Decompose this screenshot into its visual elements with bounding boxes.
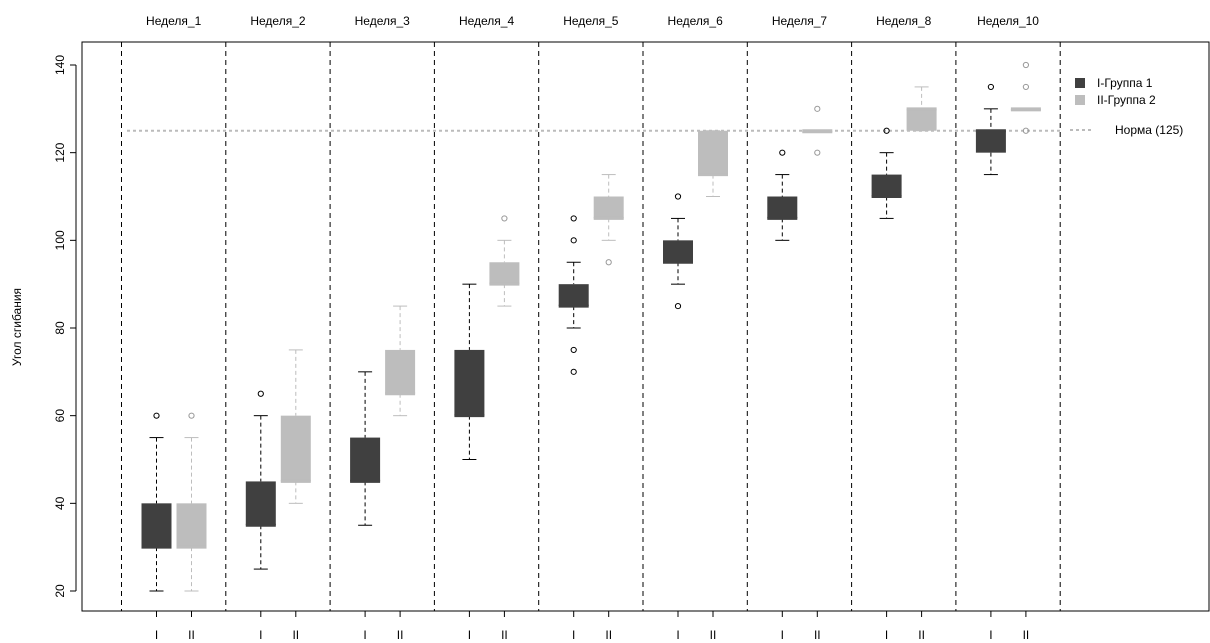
x-tick-label: II: [397, 628, 404, 642]
outlier-point: [779, 149, 786, 156]
plot-frame: [81, 41, 1210, 612]
legend-swatch: [1075, 95, 1085, 105]
outlier-point: [1022, 61, 1030, 69]
y-tick-label: 60: [53, 409, 67, 423]
box-group2: [906, 86, 937, 132]
outlier-point: [188, 412, 195, 419]
legend-label: I-Группа 1: [1097, 76, 1153, 90]
outlier-point: [153, 412, 160, 419]
y-tick-label: 80: [53, 321, 67, 335]
box-body: [176, 503, 207, 548]
box-body: [350, 437, 381, 482]
x-tick-label: II: [188, 628, 195, 642]
box-group2: [1010, 61, 1041, 134]
box-group1: [558, 215, 589, 375]
box-body: [871, 174, 902, 197]
outlier-point: [570, 237, 577, 244]
x-tick-label: II: [1023, 628, 1030, 642]
outlier-point: [814, 105, 821, 112]
box-group2: [280, 349, 311, 504]
box-group2: [385, 305, 416, 417]
box-body: [454, 349, 485, 416]
y-tick-label: 100: [53, 230, 67, 250]
box-group1: [350, 371, 381, 526]
box-body: [975, 130, 1006, 153]
box-body: [385, 349, 416, 394]
box-group1: [871, 127, 902, 219]
x-tick-label: II: [292, 628, 299, 642]
x-tick-label: II: [501, 628, 508, 642]
outlier-point: [674, 193, 682, 200]
x-tick-label: I: [989, 628, 992, 642]
box-body: [663, 240, 693, 263]
week-label: Неделя_8: [876, 14, 932, 28]
outlier-point: [1022, 83, 1030, 91]
outlier-point: [987, 83, 995, 91]
box-body: [558, 284, 589, 307]
box-group2: [489, 215, 520, 307]
outlier-point: [570, 215, 577, 222]
week-label: Неделя_7: [772, 14, 828, 28]
box-group1: [975, 83, 1006, 176]
x-tick-label: I: [885, 628, 888, 642]
week-label: Неделя_3: [355, 14, 411, 28]
x-tick-label: II: [814, 628, 821, 642]
y-tick-label: 40: [53, 496, 67, 510]
outlier-point: [570, 346, 577, 354]
x-tick-label: I: [572, 628, 575, 642]
outlier-point: [814, 149, 821, 156]
outlier-point: [570, 368, 577, 375]
box-body: [141, 503, 172, 548]
box-group2: [593, 174, 624, 266]
box-body: [767, 196, 798, 219]
week-label: Неделя_4: [459, 14, 515, 28]
y-tick-label: 140: [53, 55, 67, 75]
week-label: Неделя_5: [563, 14, 619, 28]
box-body: [245, 481, 276, 526]
y-tick-label: 120: [53, 142, 67, 162]
week-label: Неделя_2: [250, 14, 306, 28]
x-tick-label: II: [918, 628, 925, 642]
outlier-point: [1022, 127, 1030, 134]
box-body: [593, 196, 624, 219]
y-axis-label: Угол сгибания: [10, 288, 24, 366]
legend-label: Норма (125): [1115, 123, 1183, 137]
box-body: [489, 262, 520, 285]
x-tick-label: I: [363, 628, 366, 642]
box-group2: [176, 412, 207, 592]
outlier-point: [257, 390, 264, 397]
x-tick-label: I: [259, 628, 262, 642]
box-group1: [454, 283, 485, 460]
week-label: Неделя_6: [668, 14, 724, 28]
legend-label: II-Группа 2: [1097, 93, 1156, 107]
outlier-point: [605, 259, 612, 266]
box-body: [906, 108, 937, 131]
x-tick-label: I: [155, 628, 158, 642]
legend-swatch: [1075, 78, 1085, 88]
x-tick-label: II: [710, 628, 717, 642]
y-tick-label: 20: [53, 584, 67, 598]
outlier-point: [883, 127, 890, 134]
box-body: [698, 130, 728, 175]
box-group1: [663, 193, 693, 310]
box-group1: [245, 390, 276, 570]
box-group2: [698, 130, 728, 197]
box-group2: [802, 105, 833, 156]
box-group1: [141, 412, 172, 592]
outlier-point: [674, 302, 682, 310]
week-label: Неделя_10: [977, 14, 1039, 28]
x-tick-label: I: [781, 628, 784, 642]
week-label: Неделя_1: [146, 14, 202, 28]
x-tick-label: II: [605, 628, 612, 642]
outlier-point: [501, 215, 508, 222]
box-group1: [767, 149, 798, 241]
x-tick-label: I: [468, 628, 471, 642]
x-tick-label: I: [676, 628, 679, 642]
box-body: [280, 415, 311, 482]
